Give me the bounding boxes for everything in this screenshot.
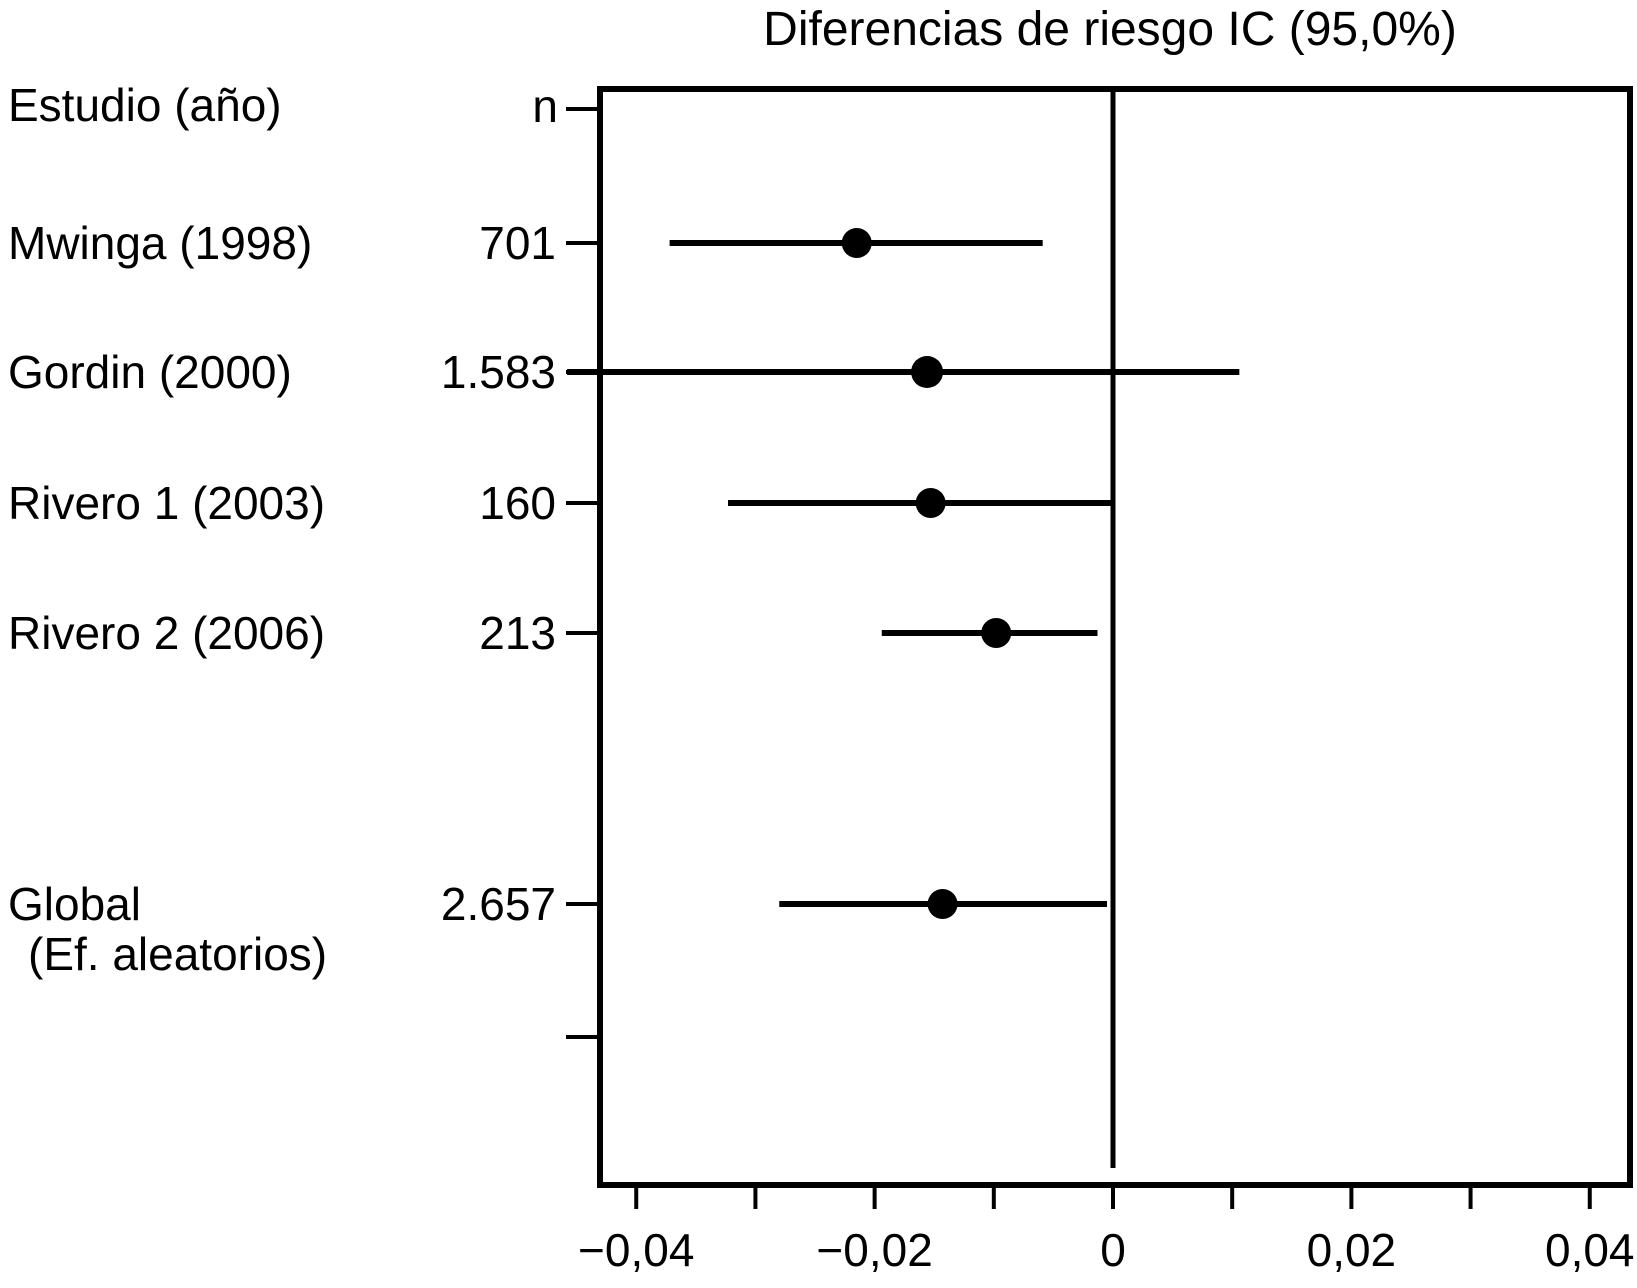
study-label: Global [8, 878, 141, 930]
study-n-value: 701 [479, 217, 556, 269]
axis-tick-label: 0,04 [1545, 1224, 1635, 1276]
point-estimate [981, 618, 1012, 648]
chart-title: Diferencias de riesgo IC (95,0%) [763, 3, 1457, 56]
study-label: Rivero 1 (2003) [8, 477, 325, 529]
study-n-value: 2.657 [441, 878, 556, 930]
plot-area: Mwinga (1998) 701 Gordin (2000) 1.583 Rivero… [8, 86, 1635, 1276]
study-n-value: 213 [479, 607, 556, 659]
study-n-value: 1.583 [441, 346, 556, 398]
study-label: Gordin (2000) [8, 346, 292, 398]
axis-tick-label: −0,04 [578, 1224, 694, 1276]
column-header-n: n [532, 80, 558, 132]
point-estimate [841, 228, 872, 258]
point-estimate [927, 889, 958, 919]
axis-tick-label: −0,02 [816, 1224, 932, 1276]
axis-tick-label: 0,02 [1307, 1224, 1397, 1276]
point-estimate [915, 488, 946, 518]
study-sublabel: (Ef. aleatorios) [28, 928, 327, 980]
study-label: Rivero 2 (2006) [8, 607, 325, 659]
point-estimate [911, 356, 944, 388]
study-n-value: 160 [479, 477, 556, 529]
column-header-study: Estudio (año) [8, 79, 282, 131]
axis-tick-label: 0 [1100, 1224, 1126, 1276]
study-label: Mwinga (1998) [8, 217, 312, 269]
